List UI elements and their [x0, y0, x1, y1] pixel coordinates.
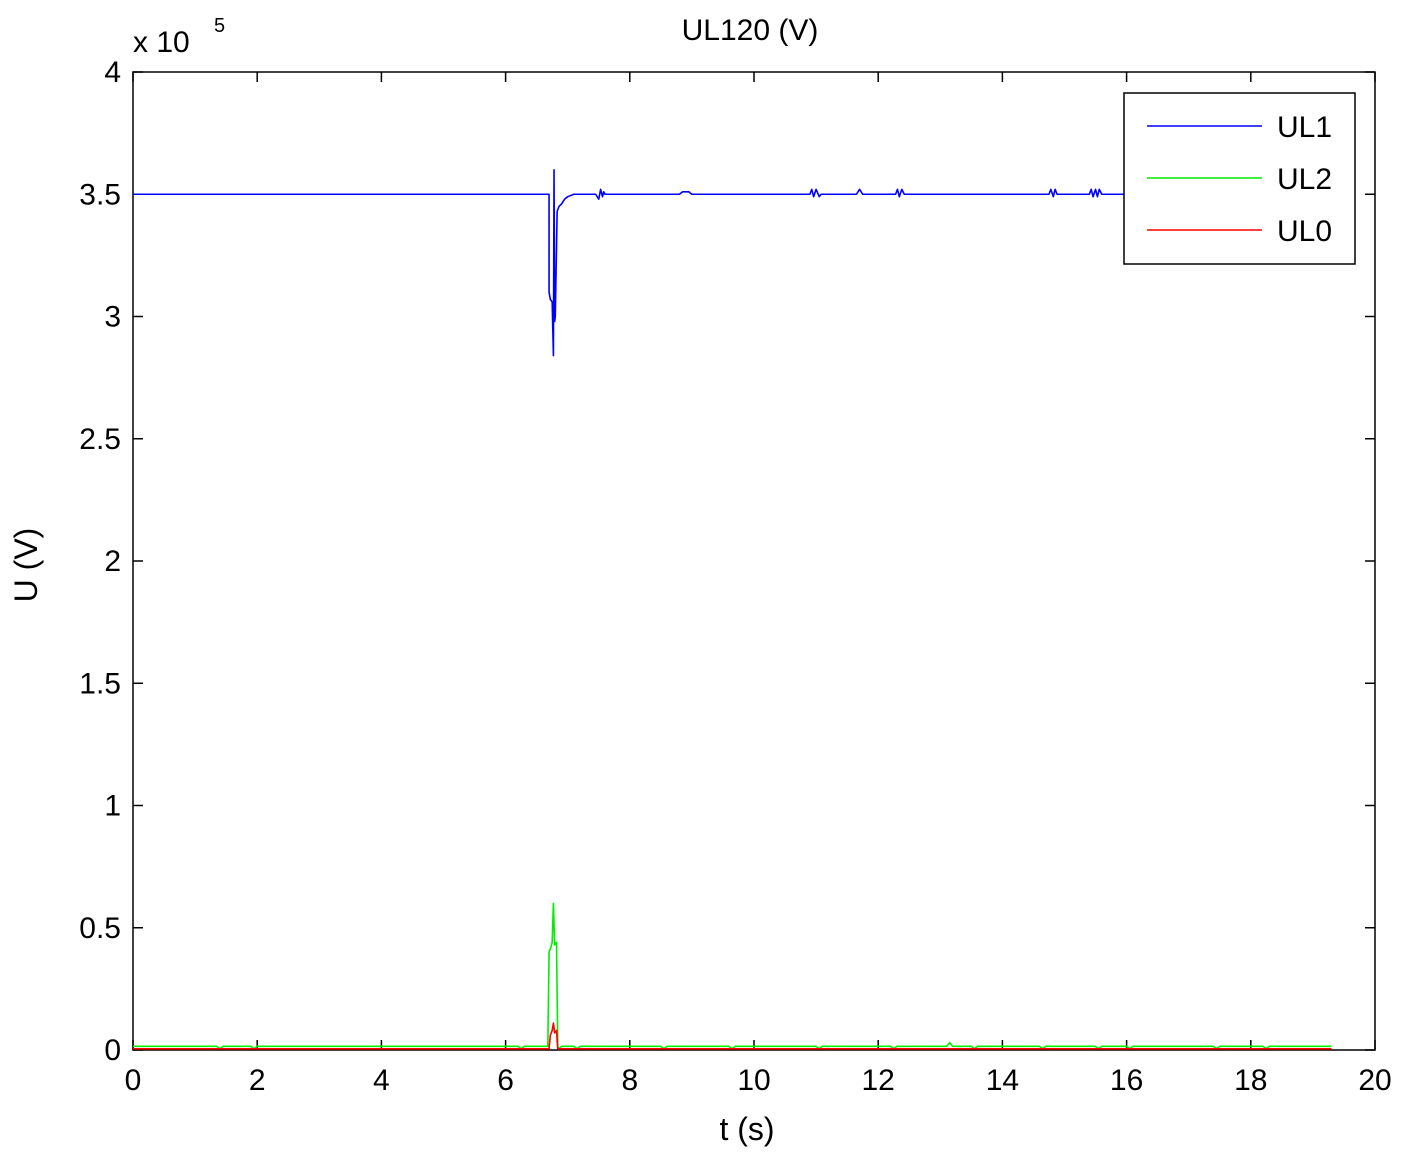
legend: UL1 UL2 UL0 [1123, 92, 1356, 265]
x-tick-label: 0 [125, 1064, 142, 1097]
y-tick-label: 3.5 [79, 178, 121, 211]
y-tick-label: 2 [104, 545, 121, 578]
x-tick-label: 18 [1234, 1064, 1267, 1097]
x-tick-label: 20 [1358, 1064, 1391, 1097]
y-axis-ticks: 0 0.5 1 1.5 2 2.5 3 3.5 4 [79, 56, 1375, 1067]
series-line-ul0 [133, 1022, 1332, 1050]
x-tick-label: 8 [621, 1064, 638, 1097]
x-tick-label: 4 [373, 1064, 390, 1097]
y-tick-label: 2.5 [79, 423, 121, 456]
y-tick-label: 4 [104, 56, 121, 89]
series-layer [133, 169, 1332, 1050]
x-tick-label: 16 [1110, 1064, 1143, 1097]
y-tick-label: 1.5 [79, 667, 121, 700]
x-tick-label: 14 [986, 1064, 1019, 1097]
y-tick-label: 0.5 [79, 912, 121, 945]
x-tick-label: 2 [249, 1064, 266, 1097]
chart-title: UL120 (V) [682, 14, 819, 47]
y-tick-label: 1 [104, 790, 121, 823]
x-axis-label: t (s) [719, 1111, 774, 1147]
y-multiplier-label: x 10 [133, 26, 190, 59]
legend-label-ul2: UL2 [1277, 163, 1332, 196]
y-tick-label: 0 [104, 1034, 121, 1067]
y-tick-label: 3 [104, 301, 121, 334]
series-line-ul1 [133, 169, 1332, 357]
legend-label-ul0: UL0 [1277, 215, 1332, 248]
series-line-ul2 [133, 902, 1332, 1050]
x-tick-label: 6 [497, 1064, 514, 1097]
x-tick-label: 10 [737, 1064, 770, 1097]
y-axis-label: U (V) [8, 528, 44, 603]
legend-label-ul1: UL1 [1277, 111, 1332, 144]
y-multiplier-exponent: 5 [214, 15, 225, 37]
x-tick-label: 12 [862, 1064, 895, 1097]
